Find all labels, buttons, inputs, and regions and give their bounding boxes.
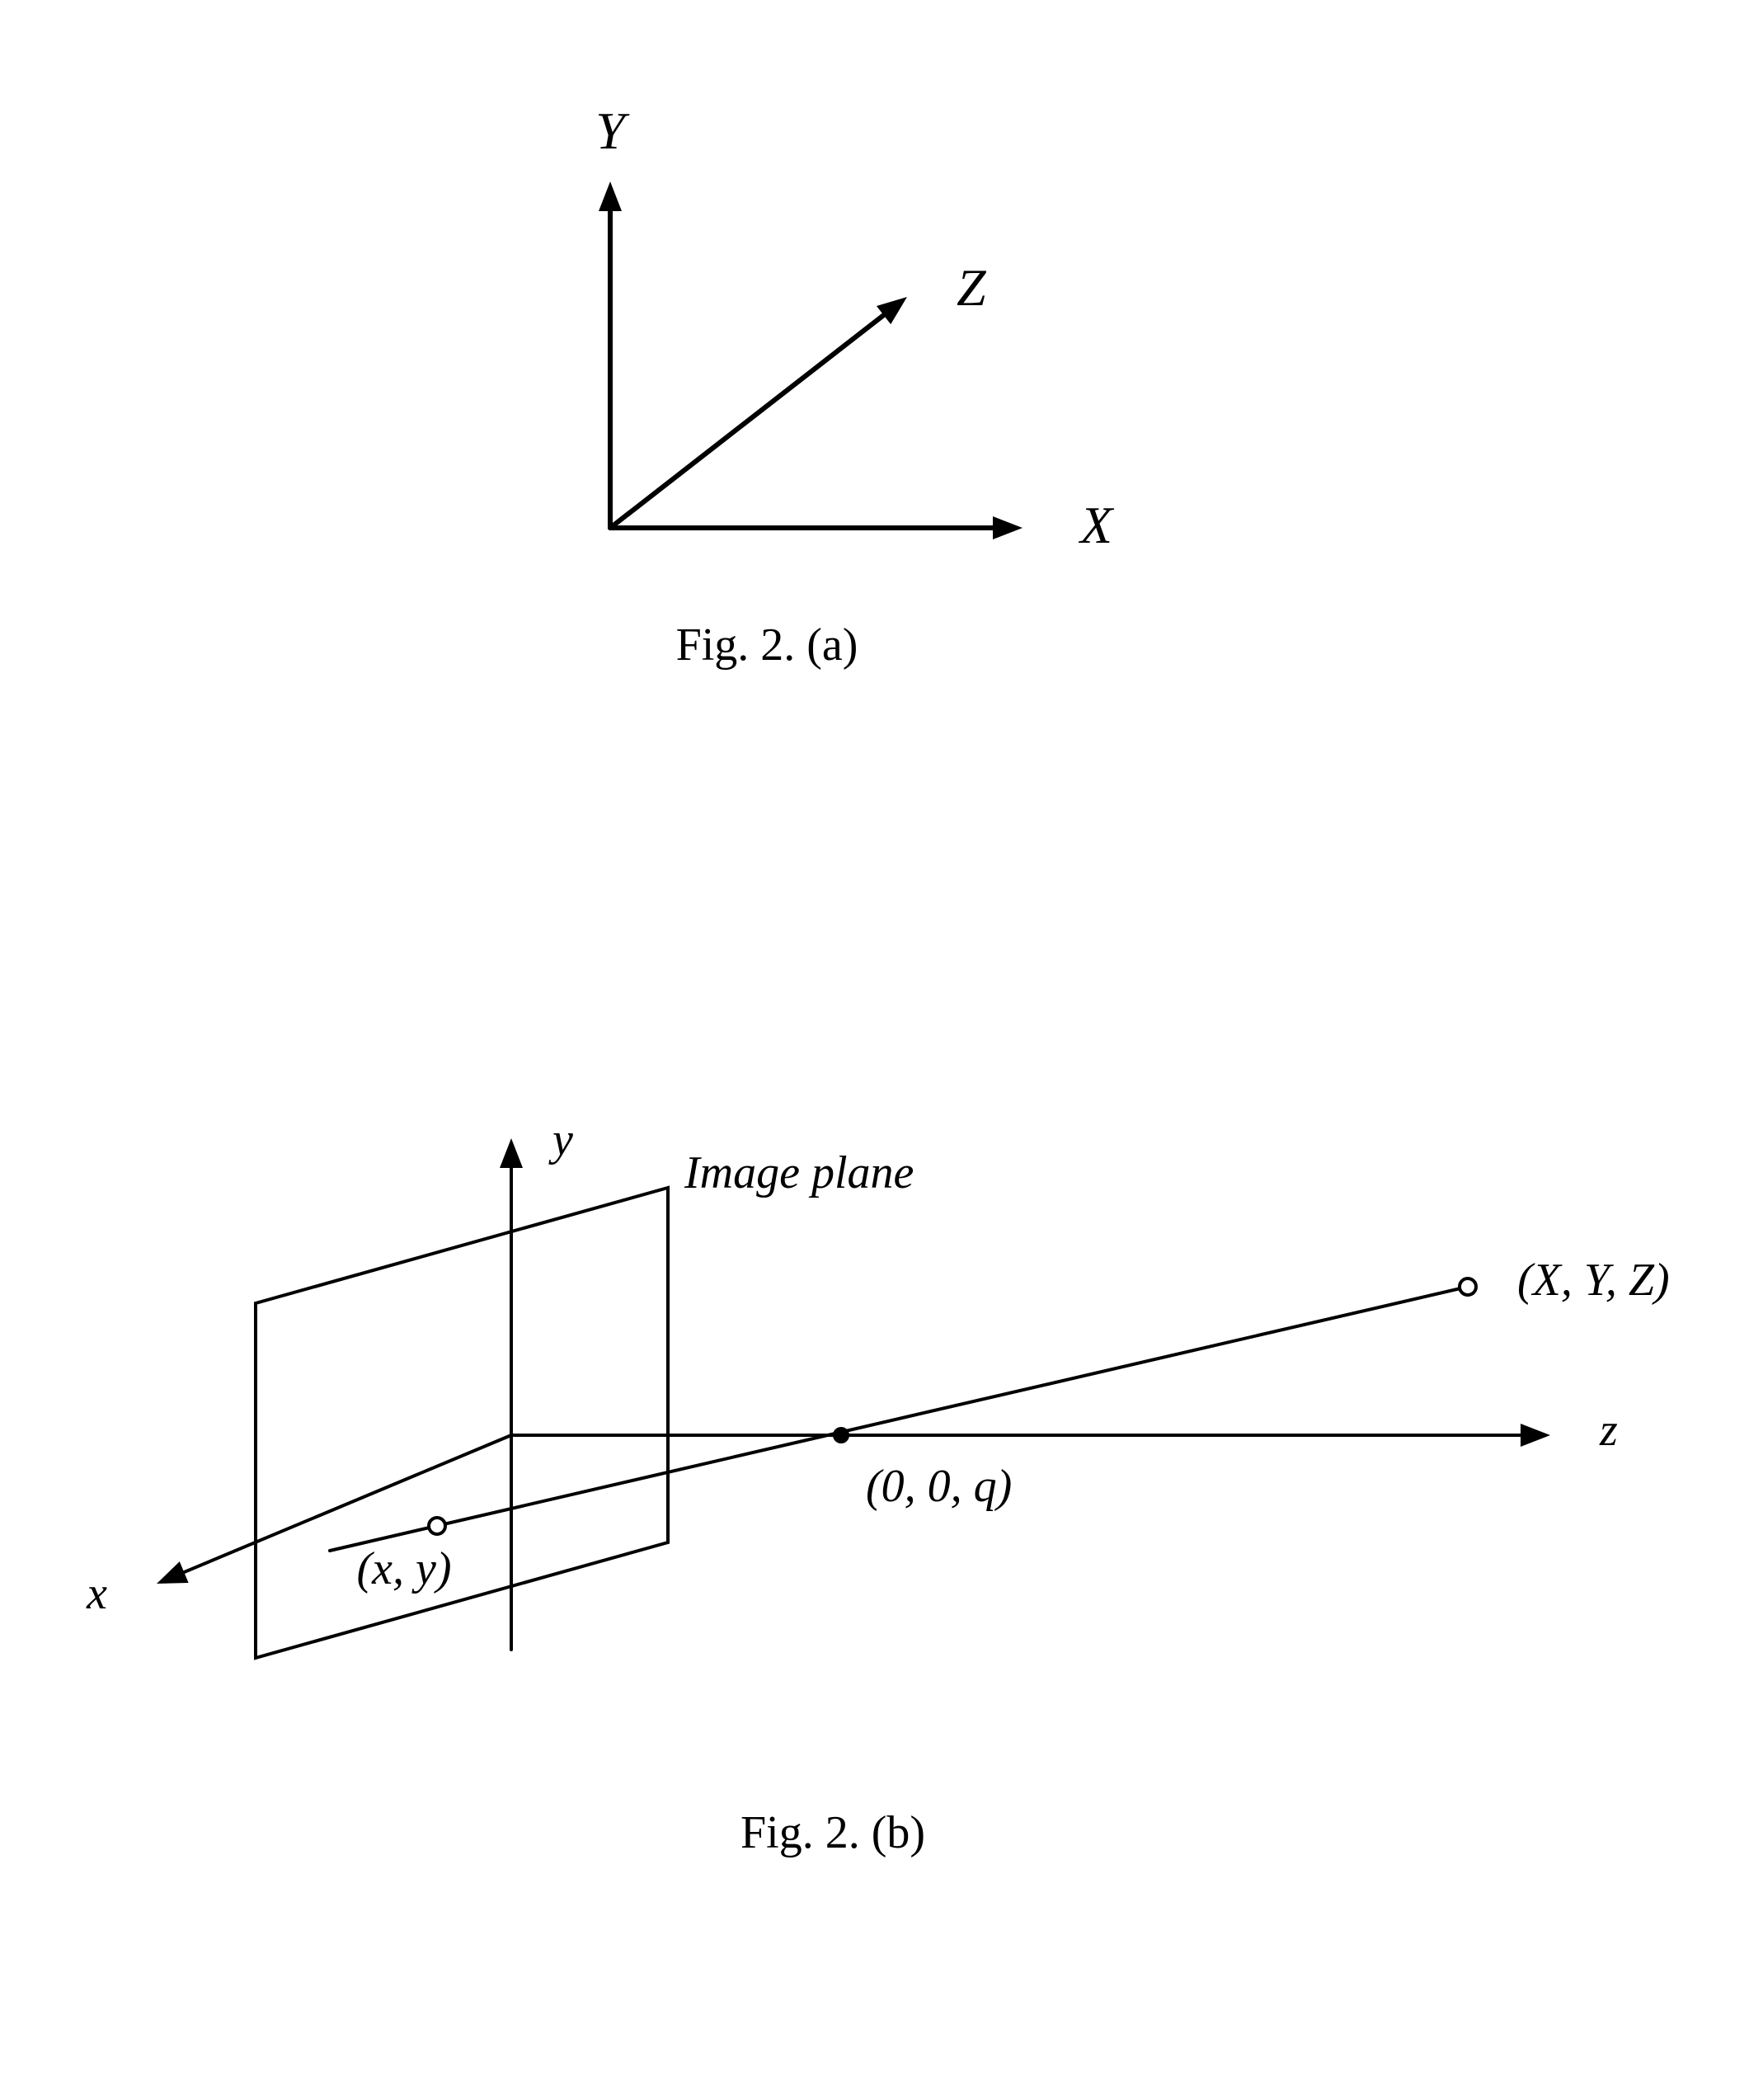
- image-plane-label: Image plane: [684, 1147, 914, 1198]
- fig-2a: X Y Z Fig. 2. (a): [595, 101, 1115, 671]
- image-point-label: (x, y): [356, 1543, 451, 1594]
- axis-label-z: z: [1599, 1405, 1618, 1456]
- axis-label-x: x: [86, 1568, 107, 1619]
- projection-center-label: (0, 0, q): [866, 1461, 1012, 1512]
- axis-label-Y: Y: [595, 101, 630, 160]
- image-plane: [256, 1188, 668, 1658]
- fig-2b-caption: Fig. 2. (b): [740, 1807, 925, 1858]
- axis-label-y: y: [548, 1114, 573, 1165]
- axis-label-Z: Z: [957, 258, 987, 317]
- axis-label-X: X: [1078, 496, 1115, 554]
- fig-2a-caption: Fig. 2. (a): [676, 619, 858, 671]
- world-point-label: (X, Y, Z): [1517, 1255, 1670, 1306]
- fig-2b: Image plane z y x (0, 0, q) (X, Y, Z) (x, y) Fi…: [86, 1114, 1670, 1858]
